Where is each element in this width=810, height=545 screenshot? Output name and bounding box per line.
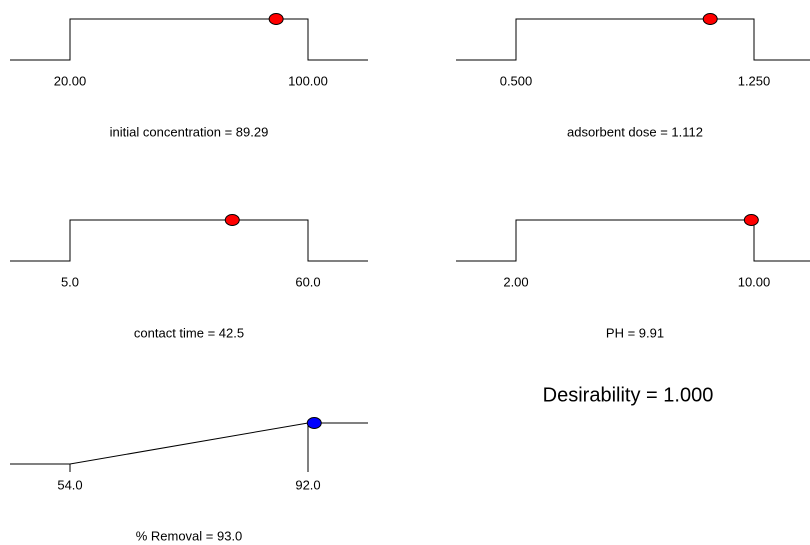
desirability-curve <box>10 18 368 61</box>
x-tick-label: 1.250 <box>738 73 771 88</box>
factor-label: PH = 9.91 <box>606 325 664 340</box>
desirability-curve <box>456 18 810 61</box>
x-tick-label: 60.0 <box>295 274 320 289</box>
setting-dot <box>224 214 240 226</box>
factor-label: initial concentration = 89.29 <box>110 124 269 139</box>
x-tick-label: 20.00 <box>54 73 87 88</box>
setting-dot <box>268 13 284 25</box>
setting-dot <box>306 417 322 429</box>
x-tick-label: 5.0 <box>61 274 79 289</box>
desirability-curve <box>10 219 368 262</box>
factor-label: adsorbent dose = 1.112 <box>567 124 703 139</box>
desirability-curve <box>10 422 368 465</box>
setting-dot <box>702 13 718 25</box>
x-tick-label: 92.0 <box>295 477 320 492</box>
x-tick-label: 2.00 <box>503 274 528 289</box>
factor-label: % Removal = 93.0 <box>136 528 243 543</box>
x-tick-label: 100.00 <box>288 73 328 88</box>
desirability-curve <box>456 219 810 262</box>
x-tick-label: 0.500 <box>500 73 533 88</box>
desirability: Desirability = 1.000 <box>543 384 714 406</box>
x-tick-label: 10.00 <box>738 274 771 289</box>
factor-label: contact time = 42.5 <box>134 325 244 340</box>
x-tick-label: 54.0 <box>57 477 82 492</box>
setting-dot <box>743 214 759 226</box>
